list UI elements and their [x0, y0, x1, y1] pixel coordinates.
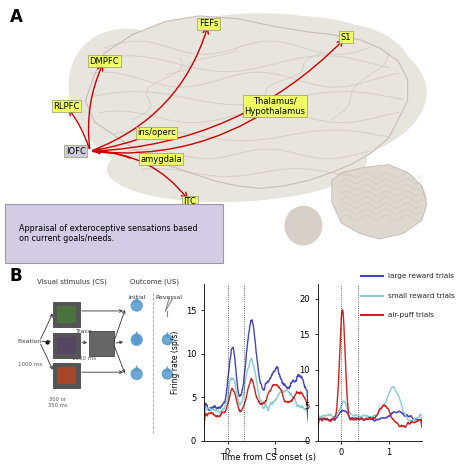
Text: air-puff trials: air-puff trials: [388, 312, 434, 319]
Text: 300 or
350 ms: 300 or 350 ms: [47, 397, 67, 408]
Polygon shape: [164, 366, 170, 371]
Text: RLPFC: RLPFC: [53, 102, 80, 110]
Text: 1500 ms: 1500 ms: [73, 356, 97, 361]
Text: Appraisal of exteroceptive sensations based
on current goals/needs.: Appraisal of exteroceptive sensations ba…: [19, 224, 198, 243]
Ellipse shape: [95, 13, 427, 173]
Text: A: A: [9, 8, 22, 26]
Text: Visual stimulus (CS): Visual stimulus (CS): [37, 279, 107, 285]
Circle shape: [131, 300, 142, 311]
Text: Thalamus/
Hypothalamus: Thalamus/ Hypothalamus: [245, 97, 305, 116]
Ellipse shape: [284, 206, 322, 246]
Text: amygdala: amygdala: [140, 155, 182, 164]
Polygon shape: [332, 164, 427, 239]
Ellipse shape: [107, 127, 367, 202]
Ellipse shape: [199, 16, 389, 90]
Text: FEFs: FEFs: [199, 19, 218, 28]
Text: S1: S1: [341, 33, 351, 42]
Circle shape: [163, 335, 172, 345]
Y-axis label: Firing rate (sp/s): Firing rate (sp/s): [171, 331, 180, 394]
FancyBboxPatch shape: [53, 333, 80, 358]
FancyBboxPatch shape: [53, 363, 80, 388]
Polygon shape: [134, 365, 140, 371]
Text: Outcome (US): Outcome (US): [130, 279, 179, 285]
Polygon shape: [134, 331, 140, 337]
Text: 1000 ms: 1000 ms: [18, 363, 42, 367]
Ellipse shape: [69, 28, 216, 173]
Text: Fixation: Fixation: [18, 339, 43, 344]
Polygon shape: [134, 297, 140, 302]
Text: Time from CS onset (s): Time from CS onset (s): [220, 453, 316, 462]
Text: small reward trials: small reward trials: [388, 292, 454, 299]
FancyBboxPatch shape: [57, 306, 76, 323]
Text: Reversal: Reversal: [155, 295, 182, 300]
FancyBboxPatch shape: [57, 367, 76, 384]
Polygon shape: [135, 334, 138, 338]
FancyBboxPatch shape: [53, 302, 80, 327]
Circle shape: [163, 369, 172, 379]
Text: ins/operc: ins/operc: [137, 128, 176, 137]
Circle shape: [133, 336, 140, 343]
Text: large reward trials: large reward trials: [388, 273, 454, 279]
FancyBboxPatch shape: [57, 337, 76, 354]
Circle shape: [131, 369, 142, 379]
Polygon shape: [164, 332, 170, 337]
Polygon shape: [85, 16, 408, 189]
Text: Trace: Trace: [76, 329, 93, 334]
Text: ITC: ITC: [183, 197, 196, 206]
Circle shape: [131, 334, 142, 345]
Text: IOFC: IOFC: [66, 147, 86, 156]
Text: DMPFC: DMPFC: [90, 56, 119, 65]
FancyBboxPatch shape: [5, 204, 223, 263]
Ellipse shape: [270, 24, 412, 125]
Text: B: B: [9, 267, 22, 285]
Text: Initial: Initial: [128, 295, 146, 300]
Ellipse shape: [332, 170, 427, 228]
FancyBboxPatch shape: [89, 331, 114, 356]
